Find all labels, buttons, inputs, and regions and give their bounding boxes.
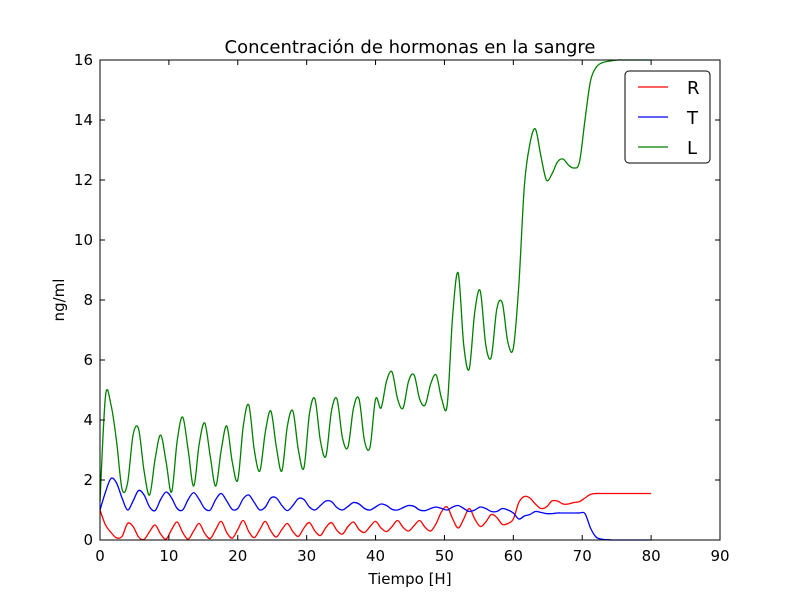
- y-tick-label: 8: [83, 291, 93, 309]
- y-tick-label: 14: [74, 111, 93, 129]
- y-tick-label: 16: [74, 51, 93, 69]
- y-tick-label: 12: [74, 171, 93, 189]
- x-tick-label: 60: [504, 547, 523, 565]
- series-line-t: [99, 477, 652, 541]
- legend: RTL: [624, 70, 711, 164]
- x-tick-label: 70: [573, 547, 592, 565]
- y-tick-label: 2: [83, 471, 93, 489]
- y-tick-label: 6: [83, 351, 93, 369]
- y-tick-label: 10: [74, 231, 93, 249]
- series-line-l: [99, 59, 652, 502]
- x-tick-label: 30: [297, 547, 316, 565]
- series-line-r: [99, 492, 652, 541]
- y-tick-label: 0: [83, 531, 93, 549]
- x-tick-label: 10: [159, 547, 178, 565]
- legend-label-t: T: [686, 108, 699, 129]
- x-axis-label: Tiempo [H]: [367, 570, 451, 588]
- y-axis-label: ng/ml: [50, 279, 68, 322]
- chart-title: Concentración de hormonas en la sangre: [225, 37, 596, 58]
- legend-entries: RTL: [638, 78, 700, 159]
- x-tick-label: 40: [366, 547, 385, 565]
- x-tick-label: 50: [435, 547, 454, 565]
- x-tick-label: 20: [228, 547, 247, 565]
- x-tick-label: 80: [642, 547, 661, 565]
- ticks-layer: 0 10 20 30 40 50 60 70 80 90 0 2 4 6 8 10 12 14 16: [74, 51, 730, 565]
- legend-label-r: R: [687, 78, 700, 99]
- x-tick-label: 0: [95, 547, 105, 565]
- x-tick-label: 90: [710, 547, 729, 565]
- y-tick-label: 4: [83, 411, 93, 429]
- plot-layer: [99, 59, 652, 541]
- legend-label-l: L: [687, 138, 697, 159]
